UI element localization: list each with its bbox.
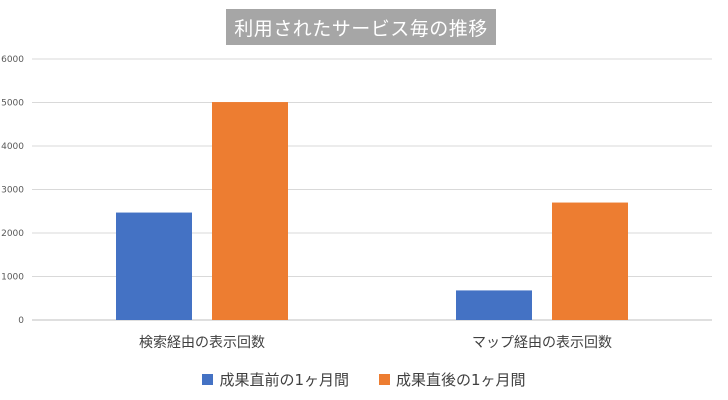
x-category-label: マップ経由の表示回数 [472,335,612,351]
legend-item-before: 成果直前の1ヶ月間 [202,369,349,390]
legend-swatch-after [379,374,390,385]
legend-item-after: 成果直後の1ヶ月間 [379,369,526,390]
y-tick-label: 6000 [1,55,24,65]
y-tick-label: 1000 [1,273,24,283]
y-tick-label: 5000 [1,99,24,109]
bar-before-0 [116,212,192,320]
legend-label-before: 成果直前の1ヶ月間 [219,371,349,389]
chart-legend: 成果直前の1ヶ月間 成果直後の1ヶ月間 [0,369,728,390]
y-tick-label: 3000 [1,186,24,196]
y-tick-label: 4000 [1,142,24,152]
legend-label-after: 成果直後の1ヶ月間 [396,371,526,389]
bar-after-1 [552,202,628,320]
bar-after-0 [212,102,288,320]
y-tick-label: 0 [18,316,24,326]
bar-before-1 [456,290,532,320]
y-tick-label: 2000 [1,229,24,239]
chart-title: 利用されたサービス毎の推移 [226,9,496,45]
x-category-label: 検索経由の表示回数 [139,334,265,351]
legend-swatch-before [202,374,214,385]
